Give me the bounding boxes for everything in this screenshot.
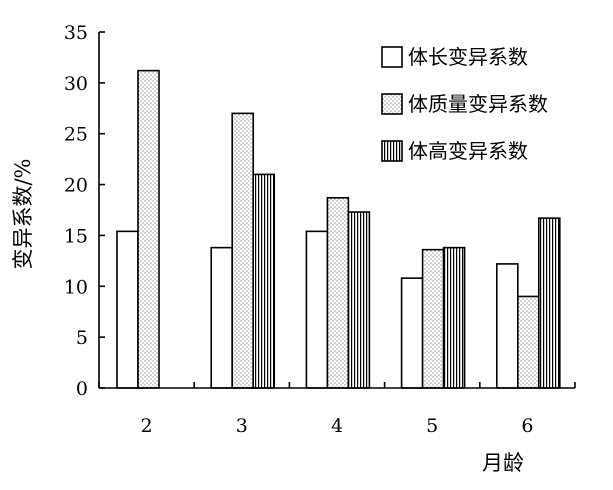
legend-swatch: [381, 140, 403, 162]
x-axis-title: 月龄: [482, 451, 524, 475]
bar-5-series-3: [442, 246, 466, 389]
y-tick-label: 5: [76, 327, 88, 349]
bar-3-series-1: [210, 246, 233, 389]
bar-5-series-2: [421, 248, 445, 389]
y-tick-label: 35: [64, 22, 88, 44]
legend-label: 体质量变异系数: [408, 92, 548, 116]
legend-swatch: [381, 93, 403, 115]
bar-6-series-2: [516, 295, 540, 389]
legend-label: 体高变异系数: [408, 139, 528, 163]
x-tick-label: 6: [521, 415, 533, 437]
x-tick-label: 5: [426, 415, 438, 437]
x-tick-label: 2: [141, 415, 153, 437]
legend-swatch: [381, 46, 403, 68]
bar-2-series-2: [137, 69, 160, 389]
y-axis: 0 5 10 15 20 25 30 35: [64, 22, 105, 400]
bar-5-series-1: [400, 277, 424, 389]
y-tick-label: 0: [76, 378, 88, 400]
y-tick-label: 30: [64, 73, 88, 95]
legend-label: 体长变异系数: [408, 45, 528, 69]
bar-4-series-1: [305, 230, 329, 389]
bar-6-series-1: [495, 263, 519, 389]
bar-4-series-3: [347, 211, 371, 389]
x-tick-label: 3: [236, 415, 248, 437]
bar-6-series-3: [537, 217, 561, 389]
y-tick-label: 10: [64, 276, 88, 298]
bar-4-series-2: [326, 196, 350, 389]
y-tick-label: 25: [64, 124, 88, 146]
y-tick-label: 20: [64, 175, 88, 197]
bar-2-series-1: [116, 230, 139, 389]
y-tick-label: 15: [64, 225, 88, 247]
bars-group: [116, 69, 561, 389]
y-axis-title: 变异系数/%: [11, 158, 35, 269]
x-axis: 2 3 4 5 6: [98, 382, 576, 437]
x-tick-label: 4: [331, 415, 343, 437]
bar-3-series-3: [252, 173, 275, 389]
bar-3-series-2: [231, 112, 254, 389]
